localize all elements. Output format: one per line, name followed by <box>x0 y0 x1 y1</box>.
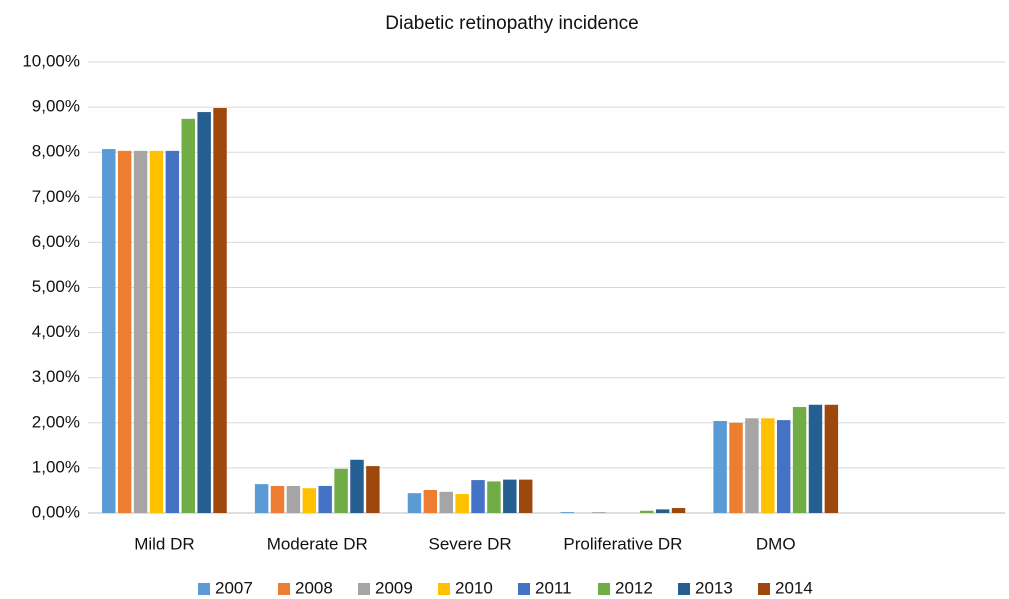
legend-label: 2014 <box>775 578 813 597</box>
x-tick-label: DMO <box>756 534 796 553</box>
x-tick-label: Severe DR <box>429 534 512 553</box>
legend-swatch <box>758 583 770 595</box>
bar <box>149 150 164 514</box>
bar <box>181 118 195 514</box>
legend-label: 2011 <box>535 578 572 597</box>
y-tick-label: 8,00% <box>32 142 80 161</box>
bar <box>197 112 211 513</box>
y-tick-label: 10,00% <box>22 51 80 70</box>
bar <box>102 149 116 513</box>
legend-swatch <box>198 583 210 595</box>
bar <box>560 512 575 513</box>
x-tick-label: Mild DR <box>134 534 194 553</box>
bar <box>503 479 517 513</box>
bar <box>518 479 533 513</box>
bar <box>592 512 606 513</box>
chart-title: Diabetic retinopathy incidence <box>385 13 639 34</box>
bar <box>254 484 269 513</box>
y-tick-label: 5,00% <box>32 277 80 296</box>
y-tick-label: 0,00% <box>32 502 80 521</box>
y-tick-label: 7,00% <box>32 187 80 206</box>
legend-label: 2009 <box>375 578 413 597</box>
bar <box>471 480 485 513</box>
bar <box>729 422 743 513</box>
bar <box>713 420 727 513</box>
bar <box>366 466 380 513</box>
bar <box>302 488 317 513</box>
y-tick-label: 6,00% <box>32 232 80 251</box>
bar <box>808 404 823 513</box>
legend-label: 2010 <box>455 578 493 597</box>
legend-swatch <box>278 583 290 595</box>
x-tick-label: Proliferative DR <box>563 534 682 553</box>
y-tick-label: 4,00% <box>32 322 80 341</box>
bar <box>655 509 670 513</box>
bar <box>487 481 501 513</box>
bar <box>455 494 469 513</box>
legend-swatch <box>358 583 370 595</box>
bar <box>286 485 301 513</box>
bar <box>776 420 791 513</box>
legend-swatch <box>518 583 530 595</box>
y-tick-label: 3,00% <box>32 367 80 386</box>
legend-label: 2008 <box>295 578 333 597</box>
legend-label: 2007 <box>215 578 253 597</box>
bar <box>270 485 285 513</box>
y-tick-label: 9,00% <box>32 97 80 116</box>
legend-label: 2012 <box>615 578 653 597</box>
legend-swatch <box>438 583 450 595</box>
bar <box>671 508 686 513</box>
bar <box>318 485 332 513</box>
bar <box>761 418 775 513</box>
bar <box>213 108 227 513</box>
x-tick-label: Moderate DR <box>267 534 368 553</box>
bar <box>640 510 654 513</box>
bar <box>117 150 132 514</box>
legend-label: 2013 <box>695 578 733 597</box>
y-tick-label: 1,00% <box>32 457 80 476</box>
legend-swatch <box>598 583 610 595</box>
legend-swatch <box>678 583 690 595</box>
bar <box>165 150 180 514</box>
bar <box>423 489 438 513</box>
bar <box>133 150 148 514</box>
bar <box>745 418 759 513</box>
bar <box>407 493 422 513</box>
bar <box>350 459 364 513</box>
y-tick-label: 2,00% <box>32 412 80 431</box>
bar <box>792 407 807 513</box>
bar <box>439 491 453 513</box>
bar <box>334 468 348 513</box>
bar <box>824 404 839 513</box>
